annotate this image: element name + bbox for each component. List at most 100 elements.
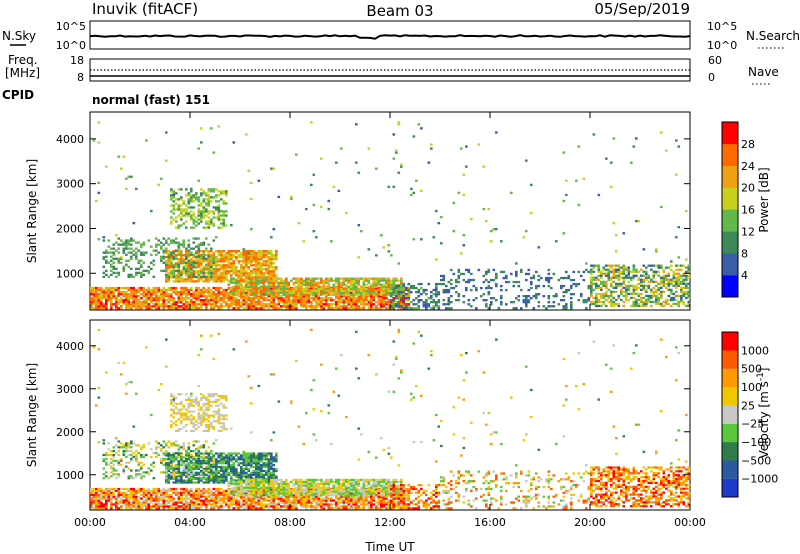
rti-cell — [487, 307, 491, 310]
rti-cell — [182, 270, 186, 273]
rti-cell — [397, 291, 401, 294]
rti-cell — [622, 300, 626, 304]
rti-cell — [337, 307, 341, 310]
rti-cell — [345, 211, 348, 215]
rti-cell — [230, 262, 233, 265]
rti-cell — [335, 507, 338, 510]
rti-cell — [130, 303, 133, 306]
rti-cell — [265, 299, 268, 302]
rti-cell — [127, 241, 131, 244]
rti-cell — [240, 283, 243, 286]
rti-cell — [125, 293, 128, 296]
rti-cell — [432, 288, 436, 292]
rti-cell — [320, 303, 323, 306]
rti-cell — [177, 278, 181, 281]
rti-cell — [382, 293, 386, 296]
rti-cell — [197, 254, 201, 257]
rti-cell — [625, 296, 628, 300]
rti-cell — [310, 291, 313, 294]
rti-cell — [607, 274, 611, 277]
rti-cell — [687, 264, 691, 267]
rti-cell — [245, 497, 248, 500]
rti-cell — [157, 301, 161, 304]
rti-cell — [97, 487, 101, 491]
rti-cell — [225, 190, 228, 193]
rti-cell — [245, 293, 248, 296]
rti-cell — [337, 287, 341, 290]
rti-cell — [365, 291, 368, 294]
rti-cell — [385, 291, 388, 294]
rti-cell — [92, 307, 96, 310]
rti-cell — [672, 280, 676, 284]
rti-cell — [270, 281, 273, 284]
rti-cell — [610, 185, 613, 189]
rti-cell — [127, 297, 131, 300]
rti-cell — [130, 267, 133, 271]
rti-cell — [97, 507, 101, 510]
rti-cell — [390, 289, 393, 292]
rti-cell — [360, 297, 363, 300]
rti-cell — [152, 288, 156, 292]
rti-cell — [612, 268, 616, 271]
rti-cell — [322, 283, 326, 286]
rti-cell — [197, 278, 201, 281]
rti-cell — [402, 282, 406, 286]
rti-cell — [395, 277, 398, 280]
rti-cell — [220, 276, 223, 279]
rti-cell — [232, 260, 236, 263]
rti-cell — [217, 214, 221, 217]
rti-cell — [615, 234, 618, 237]
rti-cell — [247, 256, 251, 259]
rti-cell — [640, 304, 643, 308]
rti-cell — [252, 499, 256, 502]
rti-cell — [257, 254, 261, 257]
rti-cell — [260, 252, 263, 255]
rti-cell — [185, 499, 188, 502]
rti-cell — [590, 282, 593, 286]
rti-cell — [372, 291, 376, 294]
rti-cell — [190, 263, 193, 266]
rti-cell — [150, 291, 153, 294]
rti-cell — [365, 299, 368, 302]
rti-cell — [140, 253, 143, 256]
rti-cell — [100, 493, 103, 496]
rti-cell — [180, 286, 183, 290]
rti-cell — [352, 499, 356, 502]
rti-cell — [172, 505, 176, 508]
rti-cell — [320, 281, 323, 284]
rti-cell — [627, 286, 631, 290]
rti-cell — [217, 507, 221, 510]
rti-cell — [180, 501, 183, 504]
rti-cell — [220, 214, 223, 217]
rti-cell — [307, 297, 311, 300]
rti-cell — [127, 497, 131, 500]
rti-cell — [110, 491, 113, 494]
rti-cell — [245, 507, 248, 510]
rti-cell — [315, 497, 318, 500]
rti-cell — [120, 305, 123, 308]
rti-cell — [137, 295, 141, 298]
rti-cell — [225, 501, 228, 504]
rti-cell — [367, 499, 371, 502]
rti-cell — [257, 250, 261, 253]
rti-cell — [210, 270, 213, 273]
rti-cell — [167, 307, 171, 310]
rti-cell — [297, 293, 301, 296]
rti-cell — [200, 501, 203, 504]
rti-cell — [597, 298, 601, 302]
rti-cell — [192, 241, 196, 244]
rti-cell — [282, 283, 286, 286]
rti-cell — [532, 274, 536, 278]
rti-cell — [180, 507, 183, 510]
rti-cell — [452, 286, 456, 290]
rti-cell — [105, 493, 108, 496]
rti-cell — [680, 268, 683, 271]
rti-cell — [187, 200, 191, 203]
rti-cell — [600, 300, 603, 304]
rti-cell — [205, 272, 208, 275]
rti-cell — [197, 507, 201, 510]
rti-cell — [170, 190, 173, 193]
rti-cell — [320, 505, 323, 508]
rti-cell — [210, 503, 213, 506]
rti-cell — [245, 299, 248, 302]
